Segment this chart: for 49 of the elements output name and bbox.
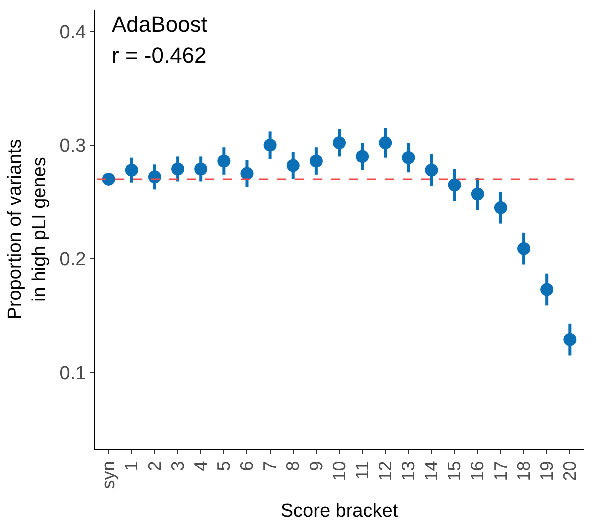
x-tick-label: 2 (144, 461, 165, 472)
point (333, 136, 346, 150)
x-tick-label: 10 (329, 461, 350, 482)
point (471, 188, 484, 201)
x-tick-label: 13 (398, 461, 419, 482)
x-tick-label: 19 (536, 461, 557, 482)
point (240, 167, 254, 180)
x-axis-title: Score bracket (280, 501, 399, 522)
point (194, 162, 208, 176)
annotation: AdaBoost (112, 12, 208, 37)
y-tick-label: 0.3 (60, 136, 86, 157)
point (356, 150, 370, 164)
x-tick-label: 16 (468, 461, 488, 482)
point (425, 164, 438, 177)
x-tick-label: 11 (352, 461, 372, 480)
x-tick-label: 17 (490, 461, 511, 482)
point (564, 333, 577, 346)
x-tick-label: 14 (422, 461, 442, 482)
x-tick-label: 15 (444, 461, 465, 482)
point (540, 283, 554, 296)
x-tick-label: 20 (560, 461, 580, 482)
x-tick-label: 3 (168, 461, 188, 472)
x-tick-label: 1 (122, 461, 142, 472)
x-tick-label: 5 (214, 461, 234, 472)
point (102, 172, 116, 186)
point (518, 242, 531, 256)
x-tick-label: 18 (514, 461, 534, 482)
point (264, 138, 277, 152)
point (448, 178, 462, 192)
point (379, 136, 392, 150)
point (125, 164, 138, 177)
x-tick-label: 4 (190, 461, 211, 472)
x-tick-label: syn (98, 461, 119, 490)
x-tick-label: 8 (283, 461, 304, 472)
point (494, 201, 508, 214)
point (402, 151, 416, 164)
point (310, 154, 323, 168)
point (172, 162, 185, 176)
y-tick-label: 0.2 (60, 250, 86, 271)
point (218, 154, 231, 168)
x-tick-label: 6 (237, 461, 258, 472)
point (286, 159, 300, 172)
y-tick-label: 0.1 (60, 363, 86, 384)
x-tick-label: 12 (375, 461, 396, 482)
annotation: r = -0.462 (112, 43, 207, 68)
x-tick-label: 9 (306, 461, 326, 472)
x-tick-label: 7 (260, 461, 280, 472)
y-axis-title: Proportion of variants in high pLI genes (4, 139, 51, 320)
y-tick-label: 0.4 (60, 22, 87, 44)
